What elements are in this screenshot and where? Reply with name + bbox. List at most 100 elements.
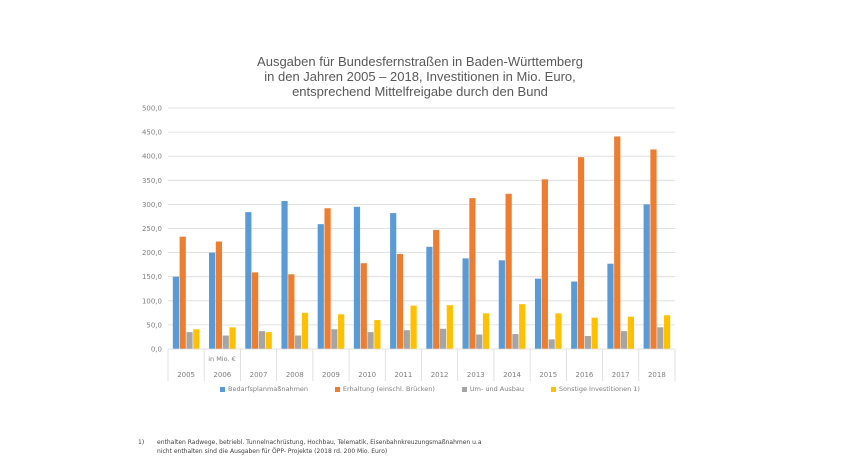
bar-2009-2 — [331, 329, 338, 349]
x-tick-label: 2006 — [213, 371, 231, 379]
x-axis: 2005 2006 2007 2008 2009 2010 2011 2012 2013 2014… — [167, 348, 676, 381]
bar-2006-1 — [215, 241, 223, 349]
bar-2014-1 — [505, 193, 512, 349]
footnote-line-1: 1) enthalten Radwege, betriebl. Tunnelnac… — [138, 438, 482, 447]
legend-item-erhaltung: Erhaltung (einschl. Brücken) — [334, 385, 435, 393]
bar-2007-3 — [265, 332, 272, 349]
bar-2007-1 — [252, 272, 259, 349]
bar-2011-1 — [396, 254, 404, 349]
bar-2011-2 — [403, 330, 410, 349]
x-tick-label: 2005 — [177, 371, 195, 379]
legend-swatch — [461, 386, 467, 392]
y-axis-ticks: 0,0 50,0 100,0 150,0 200,0 250,0 300,0 350,0 400… — [142, 105, 162, 354]
bar-2013-0 — [462, 258, 469, 349]
bar-2017-2 — [620, 331, 628, 349]
bar-2010-1 — [360, 263, 367, 349]
y-tick-label: 400,0 — [142, 153, 162, 161]
y-tick-label: 200,0 — [142, 249, 162, 257]
bar-2011-0 — [390, 213, 397, 349]
x-tick-label: 2007 — [250, 371, 268, 379]
bar-2012-0 — [426, 246, 433, 349]
bar-2012-3 — [446, 305, 453, 349]
footnote-marker: 1) — [138, 439, 145, 446]
bar-2010-2 — [367, 332, 374, 349]
y-tick-label: 500,0 — [142, 105, 162, 113]
y-tick-label: 450,0 — [142, 129, 162, 137]
bar-2012-1 — [433, 229, 440, 349]
x-tick-label: 2012 — [431, 371, 449, 379]
x-tick-label: 2014 — [503, 371, 521, 379]
bar-2006-0 — [209, 252, 216, 349]
bar-2013-3 — [482, 313, 490, 349]
bar-2018-2 — [657, 327, 664, 349]
bar-2015-1 — [541, 179, 548, 349]
y-tick-label: 100,0 — [142, 297, 162, 305]
y-tick-label: 300,0 — [142, 201, 162, 209]
bar-2016-3 — [591, 317, 598, 349]
x-tick-label: 2017 — [612, 371, 630, 379]
x-tick-label: 2016 — [576, 371, 594, 379]
bar-2015-0 — [534, 278, 542, 349]
bar-2015-2 — [548, 339, 555, 349]
bar-2008-0 — [281, 201, 288, 349]
x-tick-label: 2013 — [467, 371, 485, 379]
bar-2017-0 — [607, 263, 614, 349]
x-tick-label: 2010 — [358, 371, 376, 379]
bar-2005-1 — [179, 236, 186, 349]
bars — [172, 136, 671, 349]
y-tick-label: 350,0 — [142, 177, 162, 185]
bar-2010-0 — [353, 206, 361, 349]
bar-2013-2 — [476, 334, 483, 349]
x-tick-label: 2018 — [648, 371, 666, 379]
bar-2018-3 — [663, 315, 671, 349]
legend-swatch — [334, 386, 340, 392]
bar-2008-1 — [288, 274, 295, 349]
legend-item-bedarfsplan: Bedarfsplanmaßnahmen — [220, 385, 308, 393]
bar-2014-0 — [498, 260, 505, 349]
legend-label: Um- und Ausbau — [469, 385, 524, 393]
bar-2014-3 — [519, 304, 526, 349]
bar-2016-2 — [584, 335, 591, 349]
bar-2006-2 — [222, 335, 229, 349]
bar-2015-3 — [555, 313, 562, 349]
bar-2005-3 — [193, 329, 200, 349]
bar-2012-2 — [439, 328, 447, 349]
bar-2016-0 — [571, 281, 578, 349]
chart-title: Ausgaben für Bundesfernstraßen in Baden-… — [200, 54, 640, 99]
x-tick-label: 2008 — [286, 371, 304, 379]
chart-title-line-2: in den Jahren 2005 – 2018, Investitionen… — [264, 69, 576, 84]
y-tick-label: 0,0 — [151, 346, 162, 354]
legend-item-um-ausbau: Um- und Ausbau — [461, 385, 524, 393]
bar-2008-2 — [295, 335, 302, 349]
footnote: 1) enthalten Radwege, betriebl. Tunnelnac… — [138, 438, 482, 456]
bar-2016-1 — [577, 157, 585, 349]
bar-2007-2 — [258, 331, 266, 349]
bar-2010-3 — [374, 320, 381, 349]
bar-2017-1 — [614, 136, 621, 349]
bar-2018-0 — [643, 204, 650, 349]
x-tick-label: 2009 — [322, 371, 340, 379]
bar-2005-2 — [186, 332, 193, 349]
x-tick-label: 2011 — [394, 371, 412, 379]
x-tick-label: 2015 — [539, 371, 557, 379]
legend-label: Sonstige Investitionen 1) — [558, 385, 640, 393]
bar-2011-3 — [410, 305, 417, 349]
legend-swatch — [220, 386, 225, 392]
chart-title-line-1: Ausgaben für Bundesfernstraßen in Baden-… — [257, 54, 583, 69]
bar-2008-3 — [301, 312, 309, 349]
bar-2006-3 — [229, 327, 236, 349]
bar-2009-3 — [338, 314, 345, 349]
footnote-line-2: nicht enthalten sind die Ausgaben für ÖP… — [157, 448, 388, 455]
bar-2007-0 — [245, 212, 252, 349]
legend-item-sonstige: Sonstige Investitionen 1) — [550, 385, 640, 393]
legend-label: Erhaltung (einschl. Brücken) — [342, 385, 435, 393]
y-tick-label: 150,0 — [142, 273, 162, 281]
y-tick-label: 50,0 — [146, 321, 162, 329]
bar-2013-1 — [469, 198, 476, 349]
footnote-text-1: enthalten Radwege, betriebl. Tunnelnachr… — [157, 439, 482, 446]
bar-2017-3 — [627, 316, 634, 349]
bar-2014-2 — [512, 334, 519, 349]
bar-2018-1 — [650, 149, 657, 349]
gridlines — [168, 107, 675, 326]
bar-2009-0 — [317, 224, 324, 349]
